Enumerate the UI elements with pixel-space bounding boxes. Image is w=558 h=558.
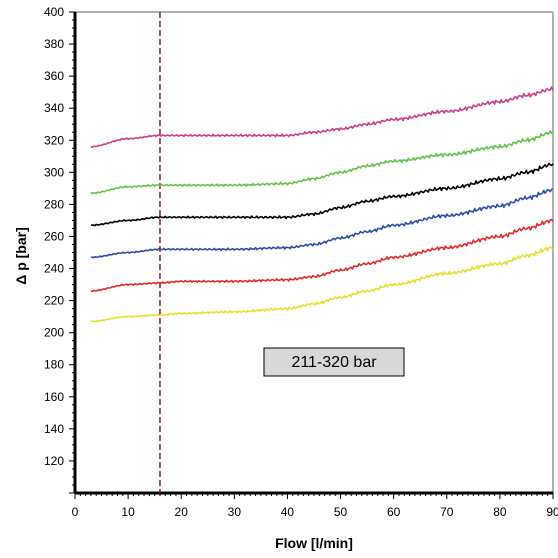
y-tick-label: 300 — [44, 165, 64, 179]
y-tick-label: 260 — [44, 229, 64, 243]
y-tick-label: 220 — [44, 294, 64, 308]
y-tick-label: 140 — [44, 422, 64, 436]
x-tick-label: 40 — [281, 505, 295, 519]
y-axis-title: Δ p [bar] — [13, 227, 29, 285]
series-layer — [90, 86, 554, 323]
x-tick-label: 10 — [121, 505, 135, 519]
series-line-3 — [90, 162, 554, 227]
x-tick-label: 0 — [72, 505, 79, 519]
x-axis-title: Flow [l/min] — [275, 535, 353, 551]
x-tick-label: 80 — [493, 505, 507, 519]
x-tick-label: 60 — [387, 505, 401, 519]
annotation-box-rect — [263, 347, 405, 377]
y-axis-ticks: 120 140 160 180 200 220 240 260 280 300 320 340 360 3… — [44, 5, 75, 494]
y-tick-label: 380 — [44, 37, 64, 51]
y-tick-label: 160 — [44, 390, 64, 404]
y-tick-label: 340 — [44, 101, 64, 115]
x-tick-label: 30 — [228, 505, 242, 519]
y-tick-label: 280 — [44, 197, 64, 211]
x-tick-label: 20 — [175, 505, 189, 519]
y-tick-label: 400 — [44, 5, 64, 19]
x-tick-label: 70 — [440, 505, 454, 519]
y-tick-label: 120 — [44, 454, 64, 468]
annotation-text: 211-320 bar — [291, 354, 377, 371]
series-line-6 — [90, 246, 554, 323]
y-tick-label: 200 — [44, 326, 64, 340]
x-tick-label: 50 — [334, 505, 348, 519]
annotation-box: 211-320 bar — [263, 347, 405, 377]
y-tick-label: 240 — [44, 262, 64, 276]
y-tick-label: 360 — [44, 69, 64, 83]
series-line-4 — [90, 188, 554, 259]
series-line-1 — [90, 86, 554, 149]
x-tick-label: 90 — [546, 505, 558, 519]
y-tick-label: 320 — [44, 133, 64, 147]
series-line-5 — [90, 218, 554, 293]
series-line-2 — [90, 130, 554, 195]
y-tick-label: 180 — [44, 358, 64, 372]
x-axis-ticks: 0 10 20 30 40 50 60 70 80 90 — [72, 493, 558, 519]
